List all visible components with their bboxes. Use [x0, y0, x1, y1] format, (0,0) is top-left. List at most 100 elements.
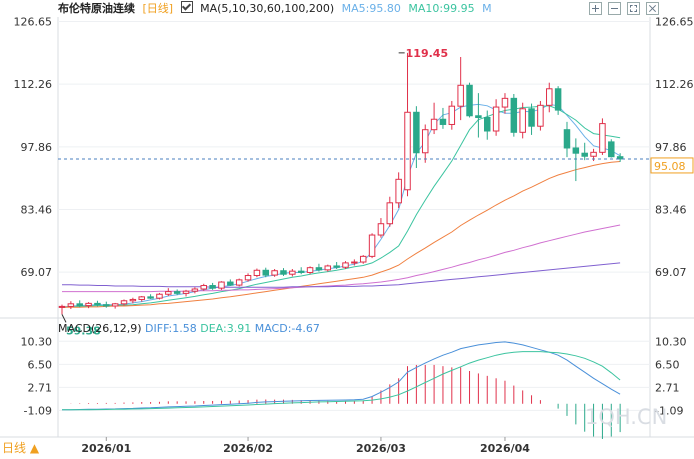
- x-tick-label: 2026/01: [81, 442, 131, 455]
- low-price-label: 59.38: [66, 324, 101, 337]
- candle-body: [147, 296, 154, 299]
- last-price-tag: [650, 157, 694, 174]
- candle-body: [351, 261, 358, 264]
- candle-body: [76, 303, 83, 307]
- candle-body: [280, 270, 287, 275]
- candle-body: [421, 129, 429, 154]
- candle-body: [253, 269, 261, 277]
- macd-legend: MACD(26,12,9) DIFF:1.58 DEA:3.91 MACD:-4…: [58, 322, 320, 336]
- candle-body: [165, 291, 172, 295]
- candle-body: [510, 97, 518, 133]
- candle-body: [342, 262, 349, 268]
- x-tick-label: 2026/02: [223, 442, 273, 455]
- ma-more-button[interactable]: M: [482, 2, 492, 15]
- candle-body: [457, 84, 464, 107]
- candle-body: [324, 265, 332, 271]
- candle-body: [306, 267, 314, 273]
- candle-body: [599, 123, 606, 153]
- zoom-in-icon[interactable]: [589, 2, 602, 15]
- macd-diff-value: DIFF:1.58: [145, 322, 197, 335]
- candle-body: [103, 304, 110, 307]
- low-marker: [61, 314, 67, 323]
- ma-spec-label: MA(5,10,30,60,100,200): [200, 2, 335, 15]
- candle-body: [492, 106, 500, 132]
- candle-body: [608, 141, 615, 158]
- ma-line-ma60: [62, 224, 621, 293]
- macd-tick-right: 2.71: [655, 381, 680, 394]
- ma-line-ma30: [62, 161, 621, 308]
- x-tick-label: 2026/04: [480, 442, 530, 455]
- candle-body: [156, 293, 163, 299]
- candle-body: [297, 270, 305, 273]
- candle-body: [448, 105, 456, 125]
- chart-legend: 布伦特原油连续 [日线] MA(5,10,30,60,100,200) MA5:…: [58, 1, 496, 17]
- candle-body: [218, 281, 225, 289]
- ma-line-ma5: [61, 103, 621, 308]
- candle-body: [182, 290, 190, 294]
- candle-body: [227, 281, 234, 286]
- macd-dea-line: [62, 351, 621, 411]
- macd-hist-value: MACD:-4.67: [254, 322, 320, 335]
- candle-body: [200, 285, 207, 290]
- candle-body: [129, 298, 137, 302]
- macd-tick-right: 10.30: [655, 335, 687, 348]
- candle-body: [501, 97, 509, 108]
- candle-body: [546, 88, 553, 106]
- candle-body: [359, 255, 367, 263]
- price-tick-right: 83.46: [655, 204, 687, 217]
- candle-body: [537, 104, 544, 127]
- macd-name: MACD(26,12,9): [58, 322, 142, 335]
- high-price-label: 119.45: [406, 47, 448, 60]
- candle-body: [404, 111, 411, 191]
- macd-diff-line: [61, 341, 621, 411]
- price-tick-left: 112.26: [14, 78, 53, 91]
- candle-body: [572, 147, 580, 154]
- candle-body: [475, 115, 482, 119]
- candle-body: [85, 302, 92, 307]
- candle-body: [235, 279, 243, 286]
- watermark: 1QH.CN: [585, 405, 668, 429]
- ma-line-ma10: [61, 105, 621, 308]
- candle-body: [395, 178, 402, 204]
- checkbox-checked-icon[interactable]: [180, 1, 193, 13]
- candle-body: [581, 152, 588, 157]
- price-tick-left: 69.07: [21, 266, 53, 279]
- price-tick-right: 69.07: [655, 266, 687, 279]
- price-tick-right: 126.65: [655, 16, 694, 29]
- ma5-label: MA5:95.80: [341, 2, 401, 15]
- macd-tick-right: -1.09: [655, 404, 683, 417]
- close-icon[interactable]: [646, 2, 659, 15]
- candle-body: [289, 270, 296, 275]
- candle-body: [368, 234, 376, 257]
- price-tick-left: 126.65: [14, 16, 53, 29]
- price-tick-right: 112.26: [655, 78, 694, 91]
- candle-body: [616, 156, 624, 160]
- candle-body: [413, 111, 420, 154]
- candle-body: [554, 88, 562, 111]
- candle-body: [466, 84, 473, 117]
- candle-body: [244, 275, 252, 281]
- last-price-label: 95.08: [654, 160, 686, 173]
- instrument-title: 布伦特原油连续: [58, 2, 135, 15]
- zoom-out-icon[interactable]: [608, 2, 621, 15]
- fullscreen-icon[interactable]: [627, 2, 640, 15]
- candle-body: [94, 302, 101, 306]
- ma10-label: MA10:99.95: [408, 2, 475, 15]
- macd-tick-left: -1.09: [24, 404, 52, 417]
- chart-toolbar: [589, 2, 659, 15]
- macd-tick-left: 10.30: [21, 335, 53, 348]
- candle-body: [173, 291, 181, 294]
- candle-body: [138, 296, 145, 300]
- x-tick-label: 2026/03: [356, 442, 406, 455]
- macd-tick-right: 6.50: [655, 358, 680, 371]
- macd-tick-left: 2.71: [28, 381, 53, 394]
- candle-body: [58, 305, 66, 308]
- candle-body: [333, 265, 340, 268]
- candle-body: [439, 118, 447, 125]
- candle-body: [209, 285, 216, 289]
- period-select[interactable]: 日线 ▲: [2, 441, 40, 455]
- candle-body: [120, 300, 128, 305]
- period-label[interactable]: [日线]: [142, 2, 174, 15]
